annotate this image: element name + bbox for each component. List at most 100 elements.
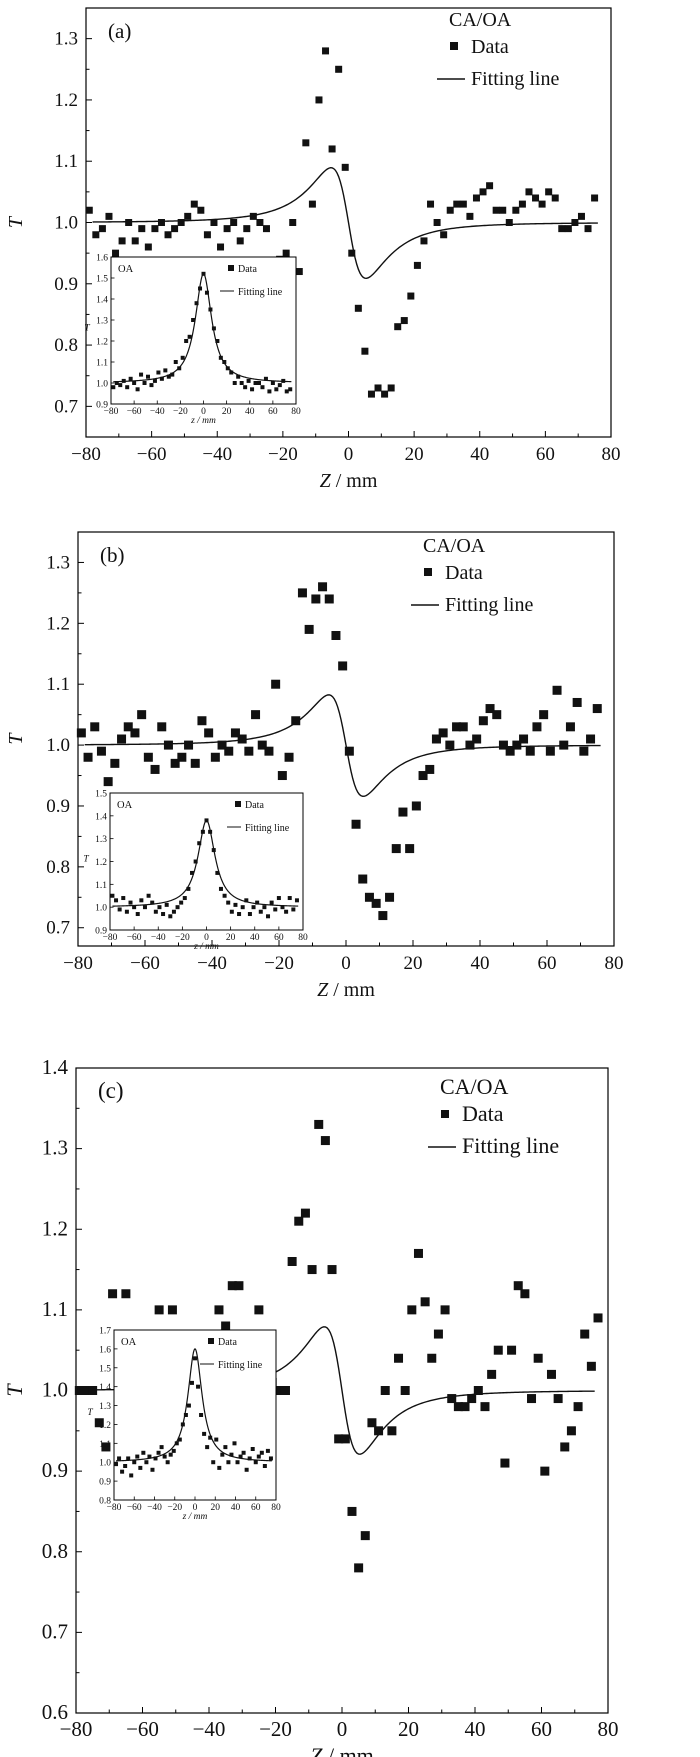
fitting-line	[84, 694, 601, 798]
inset-x-tick-label: 40	[231, 1503, 241, 1513]
x-axis-label: Z / mm	[317, 979, 375, 1001]
data-point	[96, 746, 106, 756]
inset-data-point	[152, 378, 157, 383]
inset-x-tick-label: 80	[271, 1503, 281, 1513]
inset-y-tick-label: 1.0	[95, 904, 107, 914]
inset-data-point	[194, 301, 199, 306]
inset-data-point	[258, 909, 263, 914]
data-point	[539, 710, 549, 720]
inset-y-tick-label: 1.1	[99, 1440, 111, 1450]
data-point	[520, 1289, 530, 1299]
inset-data-point	[235, 1460, 240, 1465]
chart-panel-a: −80 −60 −40 −20 0 20 40 60 80 0.7 0.8 0.9 1.0 1.1 1.2 1…	[5, 7, 621, 492]
data-point	[340, 1434, 350, 1444]
inset-data-point	[193, 1356, 197, 1361]
data-point	[420, 1297, 430, 1307]
y-tick-label: 1.2	[46, 613, 70, 634]
inset-data-point	[211, 1460, 216, 1465]
inset-data-point	[173, 360, 178, 364]
inset-data-point	[174, 1441, 179, 1446]
data-point	[472, 194, 480, 202]
y-tick-label: 1.3	[54, 29, 78, 50]
data-point	[507, 1345, 517, 1355]
inset-data-point	[239, 381, 244, 385]
x-axis-label-var: Z	[320, 470, 332, 492]
legend: CA/OA Data Fitting line	[437, 9, 559, 90]
data-point	[385, 892, 395, 902]
panel-label: (c)	[98, 1078, 124, 1103]
data-point	[540, 1466, 550, 1476]
inset-data-point	[243, 385, 248, 390]
data-point	[304, 624, 314, 634]
data-point	[297, 588, 307, 598]
data-point	[94, 1418, 104, 1428]
data-point	[465, 740, 475, 750]
data-point	[525, 746, 535, 756]
inset-data-point	[204, 818, 209, 823]
data-point	[244, 746, 254, 756]
inset-data-point	[118, 383, 123, 388]
data-point	[586, 1361, 596, 1371]
inset-data-point	[171, 1448, 176, 1453]
inset-data-point	[225, 366, 230, 371]
inset-x-tick-label: −40	[147, 1503, 162, 1513]
data-point	[291, 716, 301, 726]
inset-x-tick-label: −40	[150, 407, 165, 417]
data-point	[203, 231, 211, 239]
inset-x-axis-label: z / mm	[193, 942, 219, 952]
inset: −80 −60 −40 −20 0 20 40 60 80 0.9 1.0 1.1 1.2 1.3 1.4 1…	[84, 254, 301, 427]
data-point	[405, 844, 415, 854]
data-point	[446, 206, 454, 214]
inset-data-point	[238, 1454, 243, 1459]
data-point	[354, 1563, 364, 1573]
data-point	[243, 225, 251, 233]
data-point	[177, 219, 185, 226]
inset-data-point	[265, 1448, 270, 1453]
inset-data-point	[177, 366, 182, 371]
inset-data-point	[229, 1452, 234, 1457]
y-tick-label: 1.2	[42, 1216, 68, 1240]
inset-y-axis-label: T	[87, 1408, 93, 1418]
inset-data-point	[262, 905, 267, 910]
inset-x-tick-label: −20	[167, 1503, 182, 1513]
x-tick-label: 20	[398, 1717, 419, 1741]
data-point	[88, 1386, 98, 1395]
inset-x-tick-label: 40	[250, 933, 260, 943]
inset-data-point	[168, 1452, 173, 1457]
inset-legend-label-fit: Fitting line	[245, 823, 290, 834]
inset-data-point	[186, 886, 191, 891]
data-point	[125, 219, 133, 226]
inset-data-point	[121, 378, 126, 383]
inset-data-point	[208, 307, 213, 312]
inset-legend-label-fit: Fitting line	[238, 287, 283, 298]
inset-data-point	[244, 1467, 249, 1472]
inset-data-point	[128, 376, 133, 381]
data-point	[374, 1426, 384, 1436]
data-point	[381, 390, 389, 398]
inset-data-point	[253, 381, 258, 385]
inset-data-point	[246, 378, 251, 383]
inset-data-point	[149, 383, 154, 388]
inset-data-point	[110, 893, 115, 898]
inset-data-point	[256, 1454, 261, 1459]
data-point	[591, 194, 599, 202]
y-axis: 0.7 0.8 0.9 1.0 1.1 1.2 1.3	[46, 552, 84, 939]
inset-data-point	[142, 381, 147, 385]
data-point	[486, 182, 494, 190]
inset-data-point	[208, 1435, 213, 1440]
legend-marker-data	[450, 42, 458, 50]
inset-data-point	[262, 1464, 267, 1468]
y-tick-label: 0.9	[42, 1458, 68, 1482]
inset-data-point	[177, 1437, 182, 1442]
data-point	[485, 704, 495, 714]
inset-data-point	[120, 1469, 125, 1474]
inset-data-point	[114, 1462, 119, 1467]
inset-y-tick-label: 1.4	[99, 1383, 111, 1393]
data-point	[487, 1369, 497, 1379]
data-point	[318, 582, 328, 592]
inset-data-point	[240, 905, 245, 910]
inset-data-point	[274, 387, 279, 392]
data-point	[493, 1345, 503, 1355]
inset-y-tick-label: 0.9	[99, 1478, 111, 1488]
inset-x-tick-label: −80	[103, 933, 118, 943]
